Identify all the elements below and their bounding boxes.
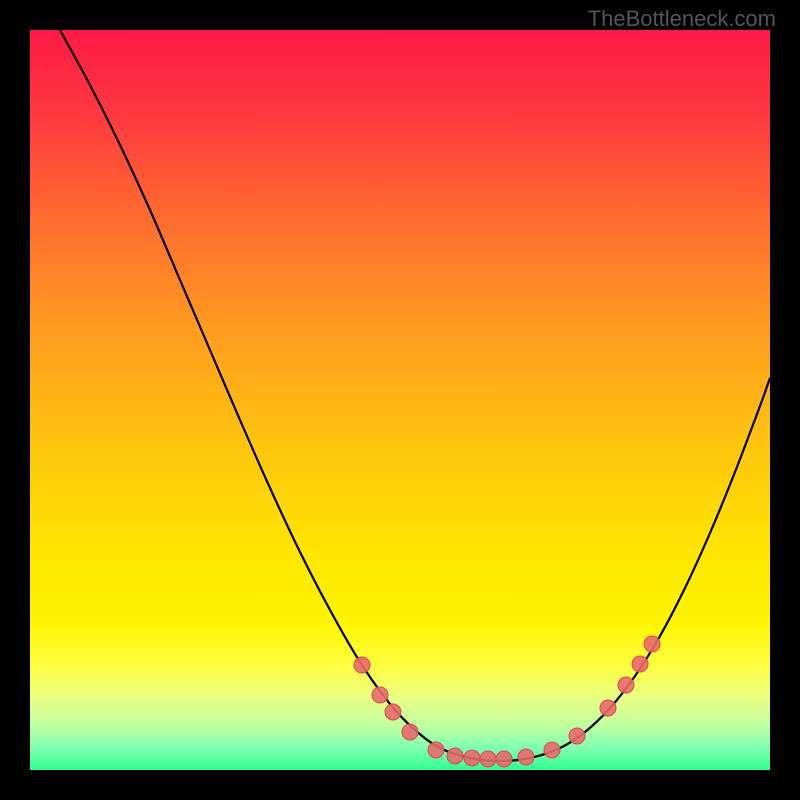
scatter-marker — [569, 728, 585, 744]
scatter-marker — [544, 742, 560, 758]
scatter-marker — [447, 748, 463, 764]
chart-layer — [30, 30, 770, 770]
scatter-markers-group — [354, 636, 660, 767]
scatter-marker — [496, 751, 512, 767]
scatter-marker — [618, 677, 634, 693]
scatter-marker — [644, 636, 660, 652]
watermark-text: TheBottleneck.com — [588, 6, 776, 32]
scatter-marker — [518, 749, 534, 765]
scatter-marker — [402, 724, 418, 740]
scatter-marker — [372, 687, 388, 703]
scatter-marker — [385, 704, 401, 720]
scatter-marker — [464, 750, 480, 766]
scatter-marker — [600, 700, 616, 716]
scatter-marker — [354, 657, 370, 673]
scatter-marker — [480, 751, 496, 767]
scatter-marker — [632, 656, 648, 672]
main-curve — [60, 30, 770, 761]
scatter-marker — [428, 742, 444, 758]
